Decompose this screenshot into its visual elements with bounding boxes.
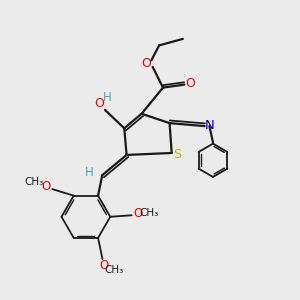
Text: O: O: [134, 207, 143, 220]
Text: O: O: [185, 77, 195, 90]
Text: CH₃: CH₃: [140, 208, 159, 218]
Text: CH₃: CH₃: [105, 265, 124, 275]
Text: O: O: [141, 57, 151, 70]
Text: S: S: [173, 148, 181, 161]
Text: H: H: [103, 91, 112, 104]
Text: H: H: [85, 166, 94, 179]
Text: O: O: [99, 259, 109, 272]
Text: O: O: [94, 98, 104, 110]
Text: N: N: [205, 119, 214, 132]
Text: CH₃: CH₃: [24, 177, 44, 187]
Text: O: O: [41, 180, 50, 193]
